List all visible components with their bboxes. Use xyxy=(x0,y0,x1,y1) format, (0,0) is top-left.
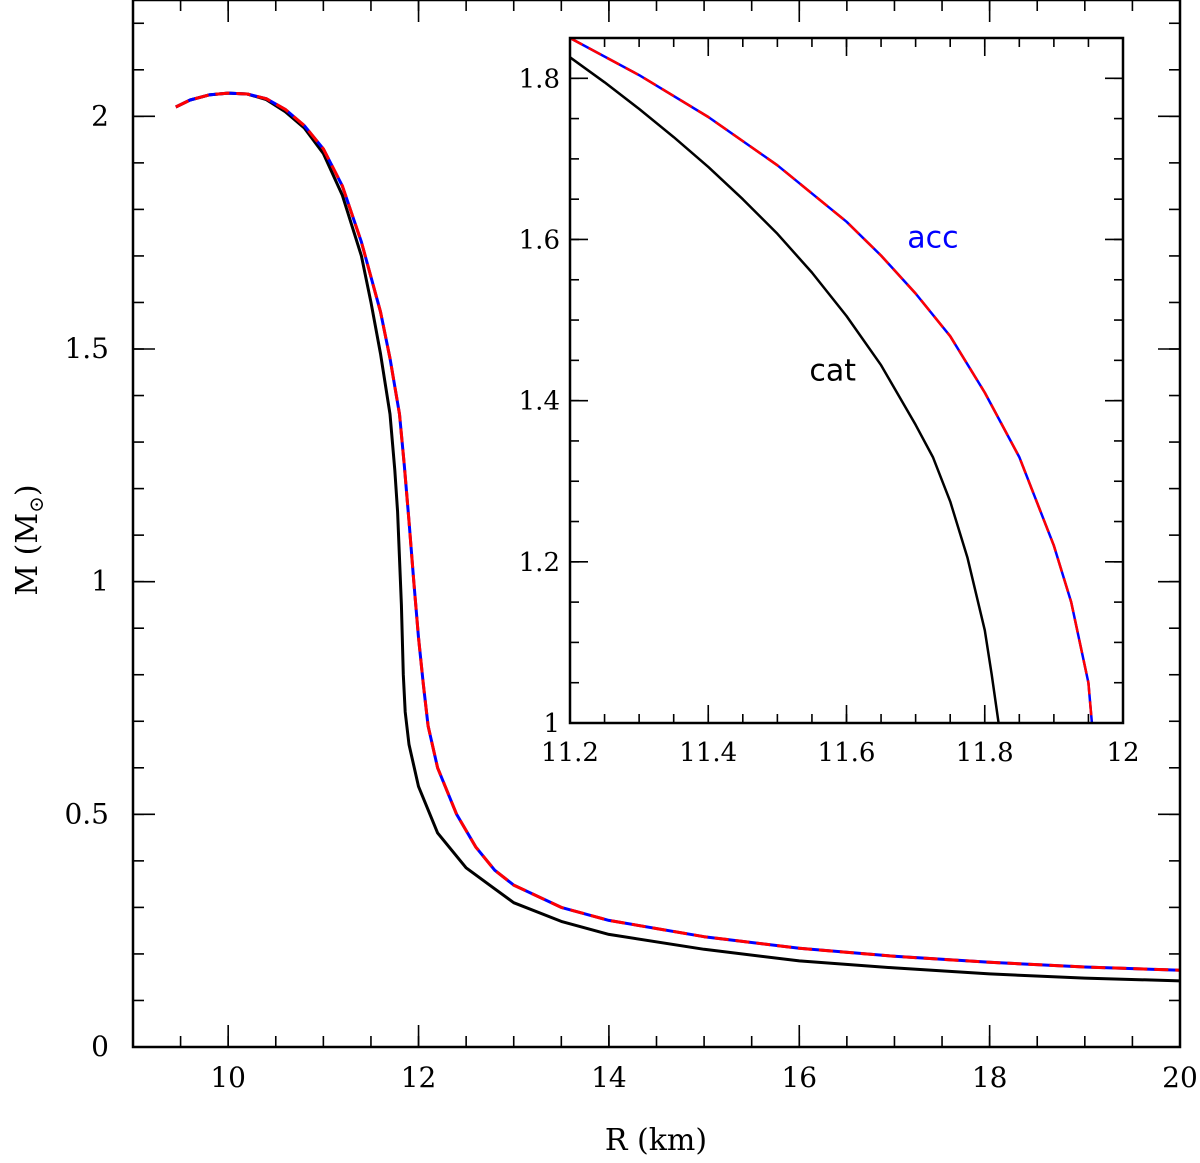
y-axis-title-unit: M xyxy=(10,513,45,544)
y-axis-title-unit-symbol: ⊙ xyxy=(24,496,48,513)
main-plot-frame xyxy=(131,0,1182,1049)
inset-x-tick-label: 12 xyxy=(1106,738,1139,768)
inset-annotations: acc cat xyxy=(809,221,958,389)
main-x-tick-label: 10 xyxy=(210,1061,246,1094)
y-axis-title-open-paren: ( xyxy=(10,544,45,565)
main-y-tick-label: 2 xyxy=(91,99,109,132)
inset-series-lines xyxy=(569,36,1094,724)
main-y-tick-label: 0.5 xyxy=(64,797,109,830)
main-y-tick-label: 0 xyxy=(91,1030,109,1063)
inset-plot-frame xyxy=(568,36,1125,725)
main-x-tick-label: 18 xyxy=(972,1061,1008,1094)
inset-x-tick-label: 11.8 xyxy=(956,738,1014,768)
inset-annotation-acc: acc xyxy=(907,221,958,256)
inset-x-tick-label: 11.4 xyxy=(679,738,737,768)
inset-background xyxy=(570,38,1123,723)
main-x-tick-label: 16 xyxy=(781,1061,817,1094)
inset-x-tick-label: 11.6 xyxy=(818,738,876,768)
inset-x-tick-label: 11.2 xyxy=(541,738,599,768)
inset-y-tick-label: 1.2 xyxy=(519,548,560,578)
main-tick-labels: 10 12 14 16 18 20 0 0.5 1 1.5 2 xyxy=(64,99,1197,1094)
inset-series-0-line xyxy=(569,56,1000,724)
main-series-lines xyxy=(175,91,1181,983)
x-axis-title: R (km) xyxy=(605,1123,707,1158)
inset-y-tick-label: 1.6 xyxy=(519,225,560,255)
main-x-tick-label: 14 xyxy=(591,1061,627,1094)
main-x-tick-label: 20 xyxy=(1162,1061,1198,1094)
inset-annotation-cat: cat xyxy=(809,354,856,389)
inset-y-tick-label: 1.8 xyxy=(519,64,560,94)
inset-y-tick-label: 1 xyxy=(543,709,560,739)
y-axis-title: M (M⊙) xyxy=(10,484,48,595)
main-y-tick-label: 1.5 xyxy=(64,332,109,365)
inset-y-tick-label: 1.4 xyxy=(519,387,560,417)
inset-series-2-line xyxy=(569,36,1094,724)
y-axis-title-main: M xyxy=(10,565,45,596)
main-x-tick-label: 12 xyxy=(401,1061,437,1094)
main-y-tick-label: 1 xyxy=(91,565,109,598)
main-axis-ticks xyxy=(132,0,1181,1048)
main-series-2-line xyxy=(175,91,1181,972)
y-axis-title-close-paren: ) xyxy=(10,484,45,496)
